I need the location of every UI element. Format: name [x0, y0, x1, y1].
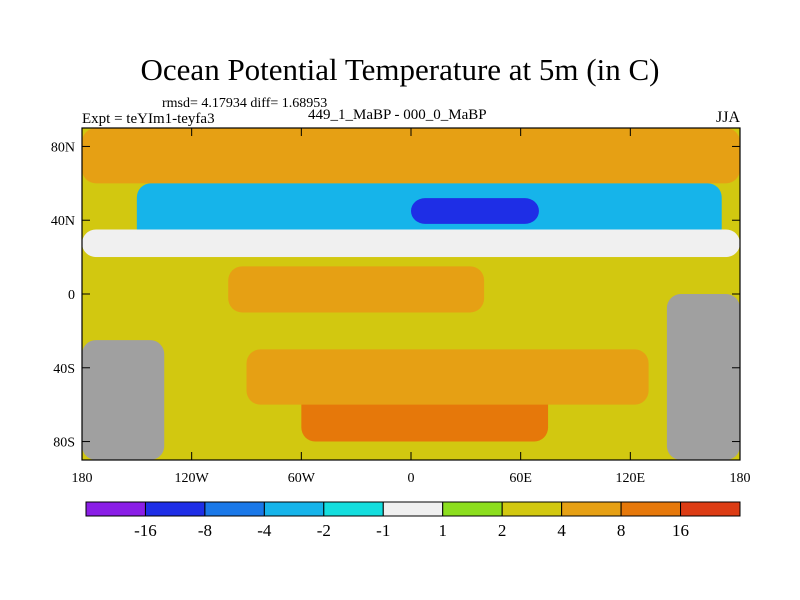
x-tick-label: 180: [730, 471, 751, 486]
x-tick-label: 120E: [616, 471, 646, 486]
chart-title: Ocean Potential Temperature at 5m (in C): [140, 52, 660, 87]
region-north-core: [411, 198, 539, 224]
colorbar-segment: [442, 501, 503, 517]
axis-layer: 180 120W 60W 0 60E 120E 180 80N 40N 0 40S 80S: [51, 128, 751, 486]
colorbar-segment: [680, 501, 741, 517]
region-north-mid: [82, 229, 740, 258]
x-tick-label: 60W: [288, 471, 316, 486]
map-layer: [82, 128, 740, 460]
colorbar-label: 1: [438, 521, 447, 540]
x-tick-label: 120W: [175, 471, 210, 486]
region-arctic-band: [82, 128, 740, 184]
colorbar-label: 16: [672, 521, 689, 540]
center-label: 449_1_MaBP - 000_0_MaBP: [308, 107, 487, 123]
x-tick-label: 0: [408, 471, 415, 486]
colorbar-segment: [561, 501, 622, 517]
colorbar-segment: [144, 501, 206, 517]
x-tick-label: 60E: [509, 471, 532, 486]
region-eastern-warm: [228, 266, 485, 313]
colorbar-label: -4: [257, 521, 272, 540]
colorbar-label: 2: [498, 521, 507, 540]
region-land-west: [82, 340, 165, 460]
colorbar-label: -16: [134, 521, 157, 540]
y-tick-label: 80S: [53, 436, 75, 451]
colorbar-segment: [263, 501, 325, 517]
colorbar-segment: [323, 501, 384, 517]
experiment-label: Expt = teYIm1-teyfa3: [82, 111, 215, 127]
region-land-east: [666, 294, 740, 460]
y-tick-label: 80N: [51, 140, 75, 155]
colorbar-segment: [204, 501, 265, 517]
colorbar-segment: [85, 501, 146, 517]
colorbar: -16 -8 -4 -2 -1 1 2 4 8 16: [85, 501, 741, 540]
colorbar-label: -2: [317, 521, 331, 540]
y-tick-label: 40N: [51, 214, 75, 229]
y-tick-label: 0: [68, 288, 75, 303]
colorbar-segment: [382, 501, 444, 517]
colorbar-label: 8: [617, 521, 626, 540]
region-south-orange: [246, 349, 649, 405]
colorbar-label: -1: [376, 521, 390, 540]
x-tick-label: 180: [72, 471, 93, 486]
colorbar-label: -8: [198, 521, 212, 540]
season-label: JJA: [716, 109, 741, 126]
y-tick-label: 40S: [53, 362, 75, 377]
colorbar-segment: [620, 501, 682, 517]
colorbar-label: 4: [557, 521, 566, 540]
stats-line: rmsd= 4.17934 diff= 1.68953: [162, 96, 328, 111]
colorbar-segment: [501, 501, 563, 517]
